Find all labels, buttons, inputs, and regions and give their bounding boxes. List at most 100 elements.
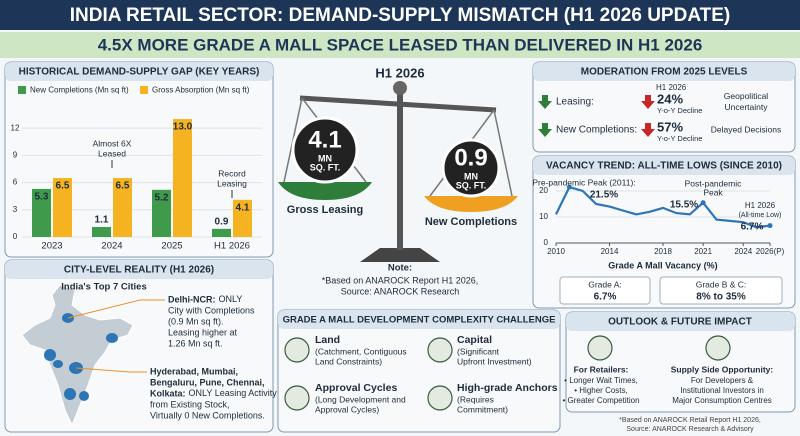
x-tick-label: 2025 (161, 241, 182, 252)
item-name: Land (315, 334, 340, 346)
annotation: Peak (703, 187, 723, 197)
value-label: 6.5 (56, 181, 70, 192)
bar (212, 228, 231, 237)
legend-swatch (18, 86, 26, 94)
down-arrow (641, 123, 655, 137)
bar (173, 119, 192, 237)
city-text: Leasing higher at (168, 327, 238, 337)
item-text: Commitment) (457, 404, 508, 414)
city-text: 1.26 Mn sq ft. (168, 338, 223, 348)
balance-title: H1 2026 (375, 65, 424, 80)
annotation: 21.5% (590, 190, 618, 201)
annotation: Record (218, 168, 246, 178)
panel-title: CITY-LEVEL REALITY (H1 2026) (64, 265, 214, 276)
annotation: 15.5% (670, 200, 698, 211)
y-tick-label: 6 (13, 178, 18, 187)
panel-title: VACANCY TREND: ALL-TIME LOWS (SINCE 2010… (546, 161, 782, 172)
y-tick-label: 0 (13, 232, 18, 241)
bar (152, 189, 171, 237)
bar (53, 178, 72, 237)
x-tick-label: 2024 (101, 241, 122, 252)
annotation: Leased (98, 148, 126, 158)
panel-title: GRADE A MALL DEVELOPMENT COMPLEXITY CHAL… (283, 315, 556, 326)
x-tick-label: 2023 (41, 241, 62, 252)
annotation: Pre-pandemic Peak (2011): (532, 177, 635, 187)
city-lead: Delhi-NCR: ONLY (168, 294, 242, 304)
annotation: H1 2026 (745, 201, 776, 210)
decline-value: 57% (657, 119, 683, 134)
city-text: from Existing Stock, (150, 399, 230, 409)
outlook-text: Institutional Investors in (680, 386, 764, 395)
bar (92, 227, 111, 237)
balance-unit: MN (318, 153, 332, 163)
y-tick-label: 12 (11, 123, 20, 132)
stat-label: Grade A: (588, 279, 622, 289)
balance-unit: SQ. FT. (310, 162, 341, 172)
footer-text: *Based on ANAROCK Retail Report H1 2026, (619, 417, 761, 424)
city-text: (0.9 Mn sq ft). (168, 316, 224, 326)
x-tick-label: 2014 (601, 247, 619, 256)
item-text: (Requires (457, 394, 494, 404)
balance-unit: MN (464, 171, 478, 181)
item-text: (Long Development and (315, 394, 406, 404)
annotation: 6.7% (741, 222, 764, 233)
x-tick-label: H1 2026 (214, 241, 250, 252)
panel-header (533, 156, 795, 175)
item-name: High-grade Anchors (457, 382, 558, 394)
balance-label: Gross Leasing (287, 204, 363, 216)
bar (113, 178, 132, 237)
balance-value: 4.1 (308, 126, 341, 153)
outlook-heading: Supply Side Opportunity: (671, 364, 774, 374)
city-lead: Bengaluru, Pune, Chennai, (150, 377, 265, 387)
note-text: *Based on ANAROCK Report H1 2026, (322, 275, 479, 285)
value-label: 4.1 (236, 202, 250, 213)
outlook-text: • Longer Wait Times, (564, 376, 638, 385)
outlook-text: For Developers & (691, 376, 754, 385)
stat-value: 8% to 35% (696, 292, 746, 303)
period: H1 2026 (656, 83, 687, 92)
balance-unit: SQ. FT. (456, 180, 487, 190)
stat-value: 6.7% (594, 292, 617, 303)
reason: Geopolitical (724, 91, 769, 101)
y-tick-label: 10 (539, 212, 548, 221)
value-label: 5.2 (155, 192, 169, 203)
footer-text: Source: ANAROCK Research & Advisory (626, 426, 754, 433)
reason: Uncertainty (725, 102, 769, 112)
x-tick-label: 2018 (654, 247, 672, 256)
stat-box (659, 276, 783, 305)
page-title: INDIA RETAIL SECTOR: DEMAND-SUPPLY MISMA… (70, 5, 731, 26)
x-tick-label: 2021 (694, 247, 712, 256)
balance-value: 0.9 (454, 144, 487, 171)
india-map (21, 284, 165, 427)
item-text: (Significant (457, 346, 500, 356)
y-tick-label: 20 (539, 186, 548, 195)
panel-header (278, 310, 560, 329)
city-text: ONLY (219, 294, 243, 304)
point (566, 184, 572, 190)
row-label: New Completions: (556, 125, 637, 136)
stat-label: Grade B & C: (696, 279, 747, 289)
down-arrow (641, 95, 655, 109)
point (700, 200, 706, 206)
outlook-text: • Greater Competition (562, 396, 639, 405)
stat-box (559, 276, 651, 305)
decline-desc: Y-o-Y Decline (657, 106, 702, 115)
panel-header (533, 62, 795, 81)
outlook-text: Major Consumption Centres (672, 396, 772, 405)
decline-desc: Y-o-Y Decline (657, 134, 702, 143)
subtitle-bar (0, 32, 800, 58)
decline-value: 24% (657, 91, 683, 106)
value-label: 1.1 (95, 215, 109, 226)
panel-header (5, 260, 273, 279)
bar (233, 199, 252, 237)
scale-illustration (278, 81, 518, 262)
line (555, 185, 771, 229)
x-tick-label: 2010 (547, 247, 565, 256)
outlook-heading: For Retailers: (574, 364, 629, 374)
value-label: 6.5 (116, 181, 130, 192)
panel-title: MODERATION FROM 2025 LEVELS (581, 67, 748, 78)
panel-title: HISTORICAL DEMAND-SUPPLY GAP (KEY YEARS) (19, 67, 260, 78)
page-subtitle: 4.5X MORE GRADE A MALL SPACE LEASED THAN… (98, 35, 703, 54)
